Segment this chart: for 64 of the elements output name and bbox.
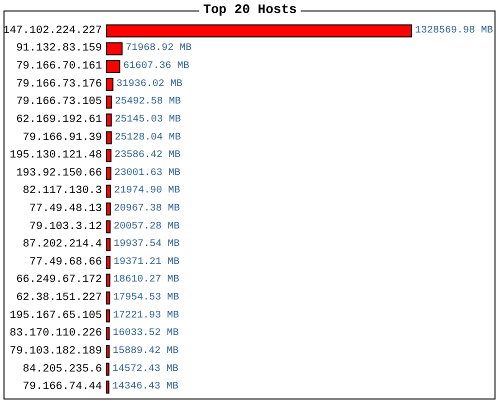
data-label: 23001.63 MB [114, 168, 180, 179]
y-tick-label: 82.117.130.3 [22, 185, 102, 198]
bar [106, 42, 123, 56]
data-label: 25128.04 MB [114, 132, 181, 144]
data-label: 71968.92 MB [126, 43, 192, 54]
y-tick-label: 79.166.73.176 [16, 78, 102, 90]
bar [106, 238, 111, 252]
data-label: 19371.21 MB [113, 256, 180, 268]
data-label: 21974.90 MB [114, 186, 180, 197]
bar [106, 327, 110, 340]
data-label: 16033.52 MB [112, 328, 179, 340]
bar [106, 202, 111, 216]
y-tick-label: 83.170.110.226 [10, 328, 102, 340]
bar [106, 380, 110, 394]
y-tick-label: 193.92.150.66 [16, 167, 102, 180]
y-tick-label: 79.166.70.161 [16, 60, 102, 73]
bar [106, 60, 120, 74]
y-tick-label: 62.169.192.61 [16, 114, 102, 126]
y-tick-label: 84.205.235.6 [22, 363, 102, 376]
bar [106, 78, 114, 91]
y-tick-label: 79.103.3.12 [29, 220, 102, 233]
chart-title: Top 20 Hosts [203, 2, 297, 17]
bar [106, 166, 112, 180]
y-tick-label: 77.49.68.66 [29, 256, 102, 268]
data-label: 17954.53 MB [113, 292, 180, 304]
bar [106, 96, 112, 109]
y-tick-label: 79.166.74.44 [22, 381, 102, 394]
bar [106, 131, 112, 144]
data-label: 31936.02 MB [116, 78, 182, 90]
bar [106, 274, 110, 287]
bar [106, 309, 110, 322]
y-tick-label: 62.38.151.227 [16, 292, 102, 304]
data-label: 14346.43 MB [112, 382, 178, 393]
data-label: 61607.36 MB [123, 61, 190, 72]
data-label: 20967.38 MB [114, 204, 180, 214]
y-tick-label: 91.132.83.159 [16, 42, 102, 55]
data-label: 25492.58 MB [114, 96, 181, 108]
data-label: 20057.28 MB [114, 221, 180, 232]
bar [106, 149, 112, 162]
y-tick-label: 195.167.65.105 [10, 310, 102, 322]
bar [106, 184, 112, 198]
bar [106, 220, 111, 234]
y-tick-label: 147.102.224.227 [2, 24, 102, 37]
bar [106, 113, 112, 126]
bar [106, 256, 110, 269]
y-tick-label: 195.130.121.48 [10, 150, 102, 162]
bar [106, 292, 110, 305]
data-label: 25145.03 MB [114, 114, 181, 126]
bar [106, 362, 110, 376]
y-tick-label: 79.166.91.39 [22, 132, 102, 144]
y-tick-label: 66.249.67.172 [16, 274, 102, 286]
data-label: 19937.54 MB [114, 239, 180, 250]
data-label: 18610.27 MB [113, 274, 180, 286]
y-tick-label: 79.166.73.105 [16, 96, 102, 108]
data-label: 17221.93 MB [112, 310, 179, 322]
y-tick-label: 79.103.182.189 [10, 345, 102, 358]
y-tick-label: 87.202.214.4 [22, 238, 102, 251]
bar [106, 344, 110, 358]
data-label: 14572.43 MB [112, 364, 178, 375]
data-label: 1328569.98 MB [415, 25, 494, 36]
data-label: 15889.42 MB [112, 346, 179, 357]
data-label: 23586.42 MB [114, 150, 180, 162]
bar [106, 24, 412, 38]
y-tick-label: 77.49.48.13 [29, 203, 102, 215]
